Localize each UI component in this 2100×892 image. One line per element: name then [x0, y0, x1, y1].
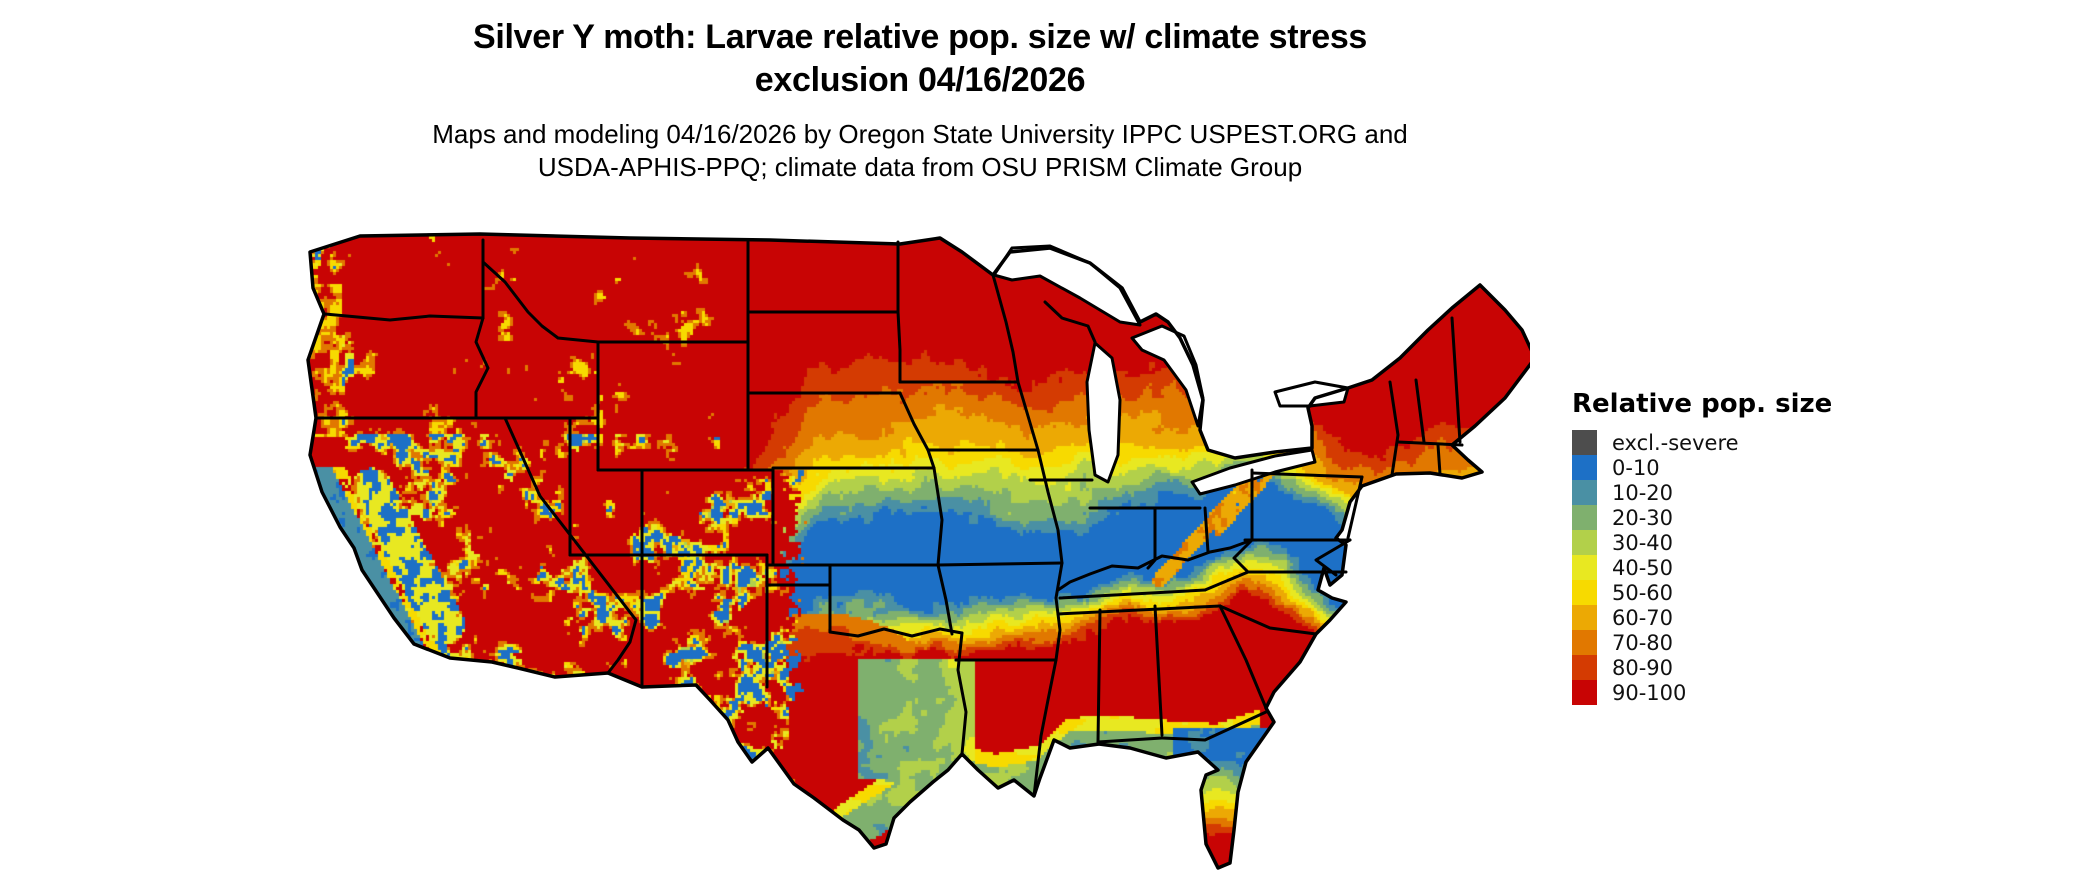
state-border — [936, 563, 954, 636]
legend-item: 30-40 — [1572, 530, 1832, 555]
legend-swatch — [1572, 480, 1597, 505]
legend-item: 10-20 — [1572, 480, 1832, 505]
state-border — [1218, 604, 1318, 636]
legend-item: 0-10 — [1572, 455, 1832, 480]
legend-item: 50-60 — [1572, 580, 1832, 605]
state-border — [503, 416, 638, 675]
legend-label: 10-20 — [1612, 480, 1674, 505]
legend-item: 60-70 — [1572, 605, 1832, 630]
state-border — [926, 448, 936, 470]
state-border — [1314, 538, 1352, 577]
legend-label: 0-10 — [1612, 455, 1660, 480]
state-border — [323, 312, 485, 322]
state-border — [1414, 378, 1426, 444]
legend-label: 40-50 — [1612, 555, 1674, 580]
state-border — [1436, 443, 1442, 476]
legend-item: 80-90 — [1572, 655, 1832, 680]
state-border — [1450, 316, 1462, 444]
state-border — [474, 316, 490, 420]
legend-label: 30-40 — [1612, 530, 1674, 555]
state-border — [1388, 380, 1400, 477]
state-border — [896, 240, 902, 384]
legend-title: Relative pop. size — [1572, 389, 1833, 419]
legend-label: excl.-severe — [1612, 430, 1739, 455]
legend-swatch — [1572, 580, 1597, 605]
legend-swatch — [1572, 455, 1597, 480]
state-border — [828, 627, 964, 638]
map-subtitle-line2: USDA-APHIS-PPQ; climate data from OSU PR… — [537, 152, 1303, 182]
legend-swatch — [1572, 630, 1597, 655]
map-title-line2: exclusion 04/16/2026 — [754, 61, 1086, 99]
great-lake — [1085, 341, 1122, 484]
legend-swatch — [1572, 655, 1597, 680]
state-border — [481, 260, 600, 344]
legend-label: 20-30 — [1612, 505, 1674, 530]
legend-label: 90-100 — [1612, 680, 1687, 705]
state-border — [956, 631, 968, 756]
state-border — [1232, 538, 1254, 574]
state-border — [936, 561, 1064, 567]
legend-item: excl.-severe — [1572, 430, 1832, 455]
us-map-borders-overlay — [306, 232, 1530, 870]
legend-swatch — [1572, 430, 1597, 455]
great-lake — [992, 244, 1142, 327]
great-lake — [1130, 324, 1205, 428]
us-map — [300, 230, 1530, 880]
state-border — [1203, 570, 1250, 592]
map-subtitle: Maps and modeling 04/16/2026 by Oregon S… — [290, 118, 1550, 184]
legend-item: 90-100 — [1572, 680, 1832, 705]
legend-label: 70-80 — [1612, 630, 1674, 655]
state-border — [1058, 588, 1207, 600]
legend: Relative pop. size excl.-severe 0-10 10-20… — [1572, 390, 1832, 705]
state-border — [1250, 471, 1364, 479]
legend-item: 70-80 — [1572, 630, 1832, 655]
map-title-line1: Silver Y moth: Larvae relative pop. size… — [472, 18, 1368, 56]
legend-label: 80-90 — [1612, 655, 1674, 680]
legend-swatch — [1572, 605, 1597, 630]
great-lake — [1273, 380, 1350, 408]
legend-item: 20-30 — [1572, 505, 1832, 530]
map-subtitle-line1: Maps and modeling 04/16/2026 by Oregon S… — [432, 119, 1408, 149]
legend-swatch — [1572, 505, 1597, 530]
state-border — [1056, 604, 1222, 616]
state-border — [1096, 608, 1102, 744]
state-border — [1160, 710, 1268, 742]
state-border — [1056, 538, 1254, 592]
legend-item: 40-50 — [1572, 555, 1832, 580]
state-border — [1153, 604, 1164, 737]
legend-swatch — [1572, 555, 1597, 580]
legend-items: excl.-severe 0-10 10-20 20-30 30-40 40-50 50-6… — [1572, 430, 1832, 705]
state-border — [898, 391, 930, 452]
state-border — [1043, 300, 1097, 344]
us-coastline-outline — [306, 232, 1530, 870]
state-border — [932, 466, 944, 567]
state-border — [991, 273, 1064, 798]
state-border — [1096, 736, 1164, 744]
legend-swatch — [1572, 530, 1597, 555]
state-border — [1203, 506, 1210, 554]
legend-swatch — [1572, 680, 1597, 705]
legend-label: 50-60 — [1612, 580, 1674, 605]
map-title: Silver Y moth: Larvae relative pop. size… — [290, 16, 1550, 102]
legend-label: 60-70 — [1612, 605, 1674, 630]
state-border — [1218, 604, 1268, 710]
